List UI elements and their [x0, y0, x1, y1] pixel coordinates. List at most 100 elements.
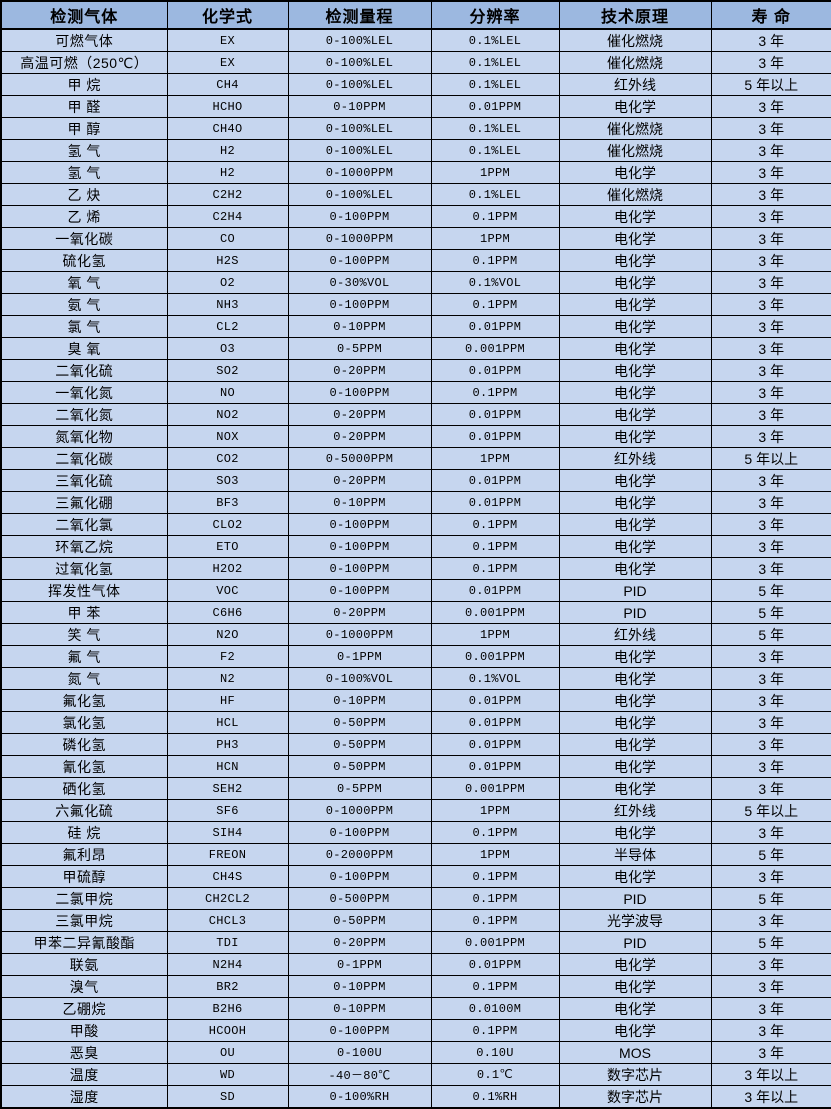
- table-row: 二氯甲烷 CH2CL2 0-500PPM 0.1PPM PID 5 年: [0, 887, 831, 910]
- cell-range: 0-100PPM: [287, 205, 432, 228]
- cell-range: 0-10PPM: [287, 975, 432, 998]
- column-header-lifespan: 寿 命: [710, 0, 831, 30]
- cell-range: 0-1PPM: [287, 645, 432, 668]
- cell-technology: 半导体: [558, 843, 712, 866]
- cell-formula: CH4: [166, 73, 289, 96]
- cell-technology: 电化学: [558, 733, 712, 756]
- cell-formula: N2: [166, 667, 289, 690]
- cell-resolution: 0.1PPM: [430, 205, 560, 228]
- cell-technology: 催化燃烧: [558, 183, 712, 206]
- cell-gas: 湿度: [0, 1085, 168, 1109]
- cell-formula: SIH4: [166, 821, 289, 844]
- cell-range: 0-5PPM: [287, 777, 432, 800]
- cell-technology: 电化学: [558, 953, 712, 976]
- cell-technology: 电化学: [558, 491, 712, 514]
- cell-lifespan: 3 年: [710, 425, 831, 448]
- cell-formula: OU: [166, 1041, 289, 1064]
- cell-gas: 硅 烷: [0, 821, 168, 844]
- cell-gas: 二氯甲烷: [0, 887, 168, 910]
- cell-resolution: 0.1PPM: [430, 887, 560, 910]
- cell-gas: 挥发性气体: [0, 579, 168, 602]
- cell-technology: 电化学: [558, 689, 712, 712]
- cell-gas: 硒化氢: [0, 777, 168, 800]
- cell-gas: 一氧化碳: [0, 227, 168, 250]
- cell-formula: H2: [166, 161, 289, 184]
- cell-technology: 电化学: [558, 227, 712, 250]
- cell-range: 0-100%LEL: [287, 51, 432, 74]
- cell-gas: 氟利昂: [0, 843, 168, 866]
- cell-resolution: 0.1PPM: [430, 975, 560, 998]
- cell-resolution: 1PPM: [430, 623, 560, 646]
- table-row: 氨 气 NH3 0-100PPM 0.1PPM 电化学 3 年: [0, 293, 831, 316]
- table-row: 环氧乙烷 ETO 0-100PPM 0.1PPM 电化学 3 年: [0, 535, 831, 558]
- column-header-resolution: 分辨率: [430, 0, 560, 30]
- cell-resolution: 0.1PPM: [430, 909, 560, 932]
- cell-lifespan: 3 年: [710, 161, 831, 184]
- cell-technology: 红外线: [558, 73, 712, 96]
- cell-technology: 红外线: [558, 623, 712, 646]
- cell-technology: PID: [558, 887, 712, 910]
- table-row: 乙 炔 C2H2 0-100%LEL 0.1%LEL 催化燃烧 3 年: [0, 183, 831, 206]
- cell-range: 0-100PPM: [287, 1019, 432, 1042]
- cell-gas: 氯 气: [0, 315, 168, 338]
- table-row: 磷化氢 PH3 0-50PPM 0.01PPM 电化学 3 年: [0, 733, 831, 756]
- cell-lifespan: 5 年以上: [710, 447, 831, 470]
- cell-range: 0-100%LEL: [287, 139, 432, 162]
- cell-lifespan: 3 年: [710, 469, 831, 492]
- cell-resolution: 0.1%LEL: [430, 28, 560, 52]
- cell-range: 0-1000PPM: [287, 623, 432, 646]
- cell-technology: 电化学: [558, 645, 712, 668]
- cell-range: 0-100PPM: [287, 579, 432, 602]
- cell-technology: 电化学: [558, 535, 712, 558]
- cell-lifespan: 5 年以上: [710, 73, 831, 96]
- cell-resolution: 0.1PPM: [430, 865, 560, 888]
- cell-gas: 氢 气: [0, 161, 168, 184]
- cell-gas: 过氧化氢: [0, 557, 168, 580]
- cell-range: 0-50PPM: [287, 755, 432, 778]
- cell-resolution: 0.1PPM: [430, 535, 560, 558]
- cell-resolution: 0.01PPM: [430, 953, 560, 976]
- cell-formula: ETO: [166, 535, 289, 558]
- cell-range: 0-1000PPM: [287, 799, 432, 822]
- cell-resolution: 1PPM: [430, 799, 560, 822]
- table-row: 氮 气 N2 0-100%VOL 0.1%VOL 电化学 3 年: [0, 667, 831, 690]
- cell-lifespan: 5 年: [710, 579, 831, 602]
- cell-resolution: 0.1%VOL: [430, 271, 560, 294]
- cell-resolution: 0.01PPM: [430, 491, 560, 514]
- table-row: 联氨 N2H4 0-1PPM 0.01PPM 电化学 3 年: [0, 953, 831, 976]
- cell-formula: CO2: [166, 447, 289, 470]
- table-row: 硫化氢 H2S 0-100PPM 0.1PPM 电化学 3 年: [0, 249, 831, 272]
- cell-gas: 恶臭: [0, 1041, 168, 1064]
- cell-lifespan: 3 年: [710, 28, 831, 52]
- cell-lifespan: 3 年以上: [710, 1085, 831, 1109]
- cell-formula: C6H6: [166, 601, 289, 624]
- cell-technology: 催化燃烧: [558, 51, 712, 74]
- cell-technology: PID: [558, 601, 712, 624]
- table-row: 一氧化碳 CO 0-1000PPM 1PPM 电化学 3 年: [0, 227, 831, 250]
- cell-resolution: 0.1PPM: [430, 381, 560, 404]
- table-row: 硅 烷 SIH4 0-100PPM 0.1PPM 电化学 3 年: [0, 821, 831, 844]
- cell-formula: CH4O: [166, 117, 289, 140]
- table-row: 甲硫醇 CH4S 0-100PPM 0.1PPM 电化学 3 年: [0, 865, 831, 888]
- cell-lifespan: 3 年: [710, 1041, 831, 1064]
- cell-lifespan: 3 年: [710, 359, 831, 382]
- cell-technology: 电化学: [558, 381, 712, 404]
- cell-resolution: 0.001PPM: [430, 601, 560, 624]
- cell-gas: 氧 气: [0, 271, 168, 294]
- cell-gas: 氟 气: [0, 645, 168, 668]
- table-row: 氢 气 H2 0-1000PPM 1PPM 电化学 3 年: [0, 161, 831, 184]
- cell-technology: 电化学: [558, 271, 712, 294]
- cell-gas: 高温可燃（250℃）: [0, 51, 168, 74]
- cell-technology: 催化燃烧: [558, 117, 712, 140]
- table-row: 甲 醇 CH4O 0-100%LEL 0.1%LEL 催化燃烧 3 年: [0, 117, 831, 140]
- cell-resolution: 0.01PPM: [430, 711, 560, 734]
- cell-lifespan: 3 年: [710, 865, 831, 888]
- cell-lifespan: 3 年: [710, 337, 831, 360]
- cell-resolution: 0.01PPM: [430, 469, 560, 492]
- table-row: 甲 烷 CH4 0-100%LEL 0.1%LEL 红外线 5 年以上: [0, 73, 831, 96]
- cell-range: 0-50PPM: [287, 711, 432, 734]
- cell-technology: 催化燃烧: [558, 28, 712, 52]
- cell-resolution: 0.01PPM: [430, 403, 560, 426]
- cell-range: 0-20PPM: [287, 931, 432, 954]
